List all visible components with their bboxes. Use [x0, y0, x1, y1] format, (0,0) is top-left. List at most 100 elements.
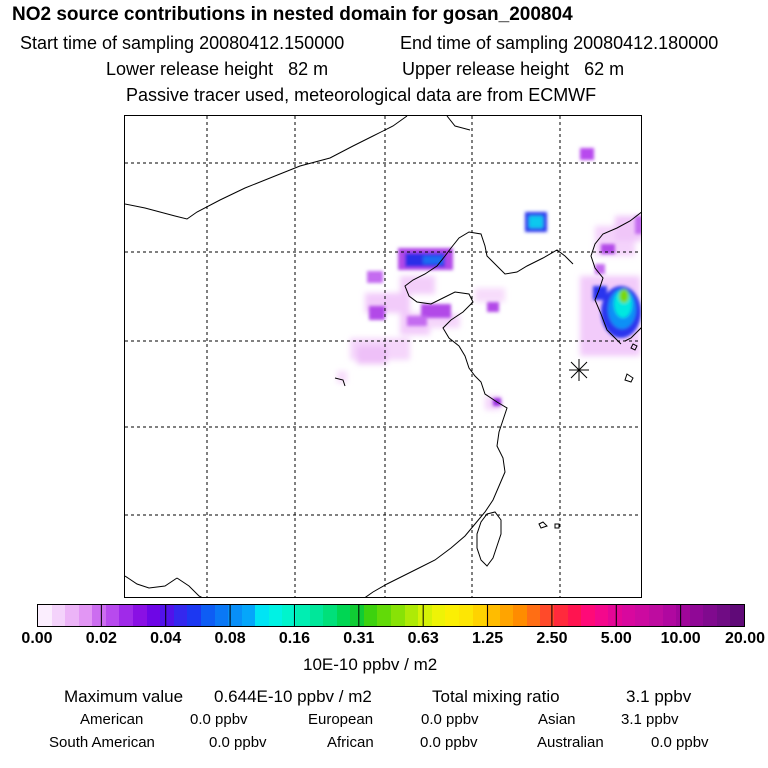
map-canvas [125, 116, 641, 597]
plume-patch [580, 148, 594, 160]
colorbar-swatch [377, 605, 392, 626]
island [334, 377, 346, 387]
colorbar-tick-label: 5.00 [600, 630, 632, 647]
colorbar-swatch [146, 605, 161, 626]
colorbar-swatch [404, 605, 419, 626]
border [176, 577, 203, 597]
colorbar-unit: 10E-10 ppbv / m2 [303, 655, 438, 674]
region-name: Asian [538, 711, 576, 728]
plume-patch [357, 346, 387, 364]
colorbar-swatch [567, 605, 582, 626]
colorbar-swatch [38, 605, 52, 626]
region-value: 0.0 ppbv [420, 734, 478, 751]
colorbar-swatch [458, 605, 473, 626]
colorbar-tick-label: 2.50 [536, 630, 568, 647]
colorbar-swatch [268, 605, 283, 626]
colorbar-tick-label: 20.00 [724, 630, 766, 647]
colorbar-tick-label: 0.04 [150, 630, 182, 647]
colorbar-swatch [676, 605, 690, 626]
island [538, 521, 548, 529]
region-name: Australian [537, 734, 604, 751]
colorbar-swatch [78, 605, 93, 626]
colorbar-swatch [187, 605, 201, 626]
plume-patch [595, 264, 605, 274]
total-mixing-value: 3.1 ppbv [626, 687, 692, 706]
island [554, 523, 560, 529]
plume-patch [619, 289, 629, 303]
island [125, 575, 178, 589]
colorbar-swatch [486, 605, 500, 626]
region-value: 0.0 ppbv [651, 734, 709, 751]
colorbar-swatch [65, 605, 79, 626]
region-value: 0.0 ppbv [421, 711, 479, 728]
colorbar-swatch [391, 605, 405, 626]
colorbar-dividers [100, 604, 682, 627]
plume-patch [400, 276, 435, 294]
region-value: 3.1 ppbv [621, 711, 679, 728]
colorbar-swatch [133, 605, 147, 626]
start-time-label: Start time of sampling 20080412.150000 [20, 33, 345, 53]
plume-patch [423, 256, 443, 264]
graticule [125, 116, 641, 597]
colorbar-swatch [513, 605, 527, 626]
total-mixing-label: Total mixing ratio [432, 687, 560, 706]
plume-patch [487, 302, 499, 312]
colorbar-swatch [255, 605, 269, 626]
colorbar-swatch [499, 605, 514, 626]
island [630, 343, 638, 351]
colorbar-swatch [662, 605, 677, 626]
plume-patch [369, 306, 385, 320]
coastline [364, 231, 574, 597]
colorbar-tick-label: 10.00 [660, 630, 701, 647]
colorbar-swatch [540, 605, 554, 626]
coastlines [125, 116, 641, 597]
plume-patch [407, 316, 427, 326]
colorbar-swatch [689, 605, 704, 626]
colorbar-swatch [336, 605, 351, 626]
colorbar-tick-label: 1.25 [471, 630, 504, 647]
coastline [590, 211, 641, 345]
plume-patch [421, 304, 451, 318]
end-time-label: End time of sampling 20080412.180000 [400, 33, 719, 53]
colorbar-swatch [214, 605, 229, 626]
taiwan [476, 511, 502, 567]
region-value: 0.0 ppbv [190, 711, 248, 728]
colorbar-swatch [51, 605, 66, 626]
receptor-marker-icon [569, 359, 589, 381]
colorbar-swatch [594, 605, 609, 626]
plume-patch [337, 371, 347, 383]
region-name: South American [49, 734, 155, 751]
colorbar-tick-label: 0.63 [407, 630, 439, 647]
colorbar-swatch [608, 605, 622, 626]
max-value-label: Maximum value [64, 687, 184, 706]
max-value: 0.644E-10 ppbv / m2 [214, 687, 372, 706]
colorbar-swatch [553, 605, 568, 626]
region-value: 0.0 ppbv [209, 734, 267, 751]
coastline [125, 116, 408, 220]
colorbar-swatch [703, 605, 717, 626]
tracer-note: Passive tracer used, meteorological data… [126, 85, 597, 105]
colorbar-swatch [173, 605, 188, 626]
plume-patch [529, 216, 543, 228]
colorbar-tick-label: 0.16 [278, 630, 311, 647]
coastline [624, 327, 641, 342]
colorbar-swatch [445, 605, 459, 626]
colorbar-swatch [282, 605, 296, 626]
colorbar-swatch [635, 605, 650, 626]
colorbar-swatch [730, 605, 745, 626]
plot-title: NO2 source contributions in nested domai… [12, 4, 573, 25]
colorbar-swatch [350, 605, 364, 626]
coastline [446, 116, 471, 131]
colorbar-swatch [418, 605, 432, 626]
map-panel [124, 115, 642, 598]
colorbar-tick-label: 0.08 [214, 630, 246, 647]
colorbar-swatch [363, 605, 378, 626]
colorbar-swatch [472, 605, 487, 626]
concentration-field [337, 148, 641, 410]
region-name: American [80, 711, 144, 728]
plume-patch [475, 288, 505, 302]
plume-patch [367, 271, 383, 283]
colorbar-swatch [526, 605, 541, 626]
upper-release-height-label: Upper release height 62 m [402, 59, 625, 79]
plume-patch [601, 244, 615, 254]
